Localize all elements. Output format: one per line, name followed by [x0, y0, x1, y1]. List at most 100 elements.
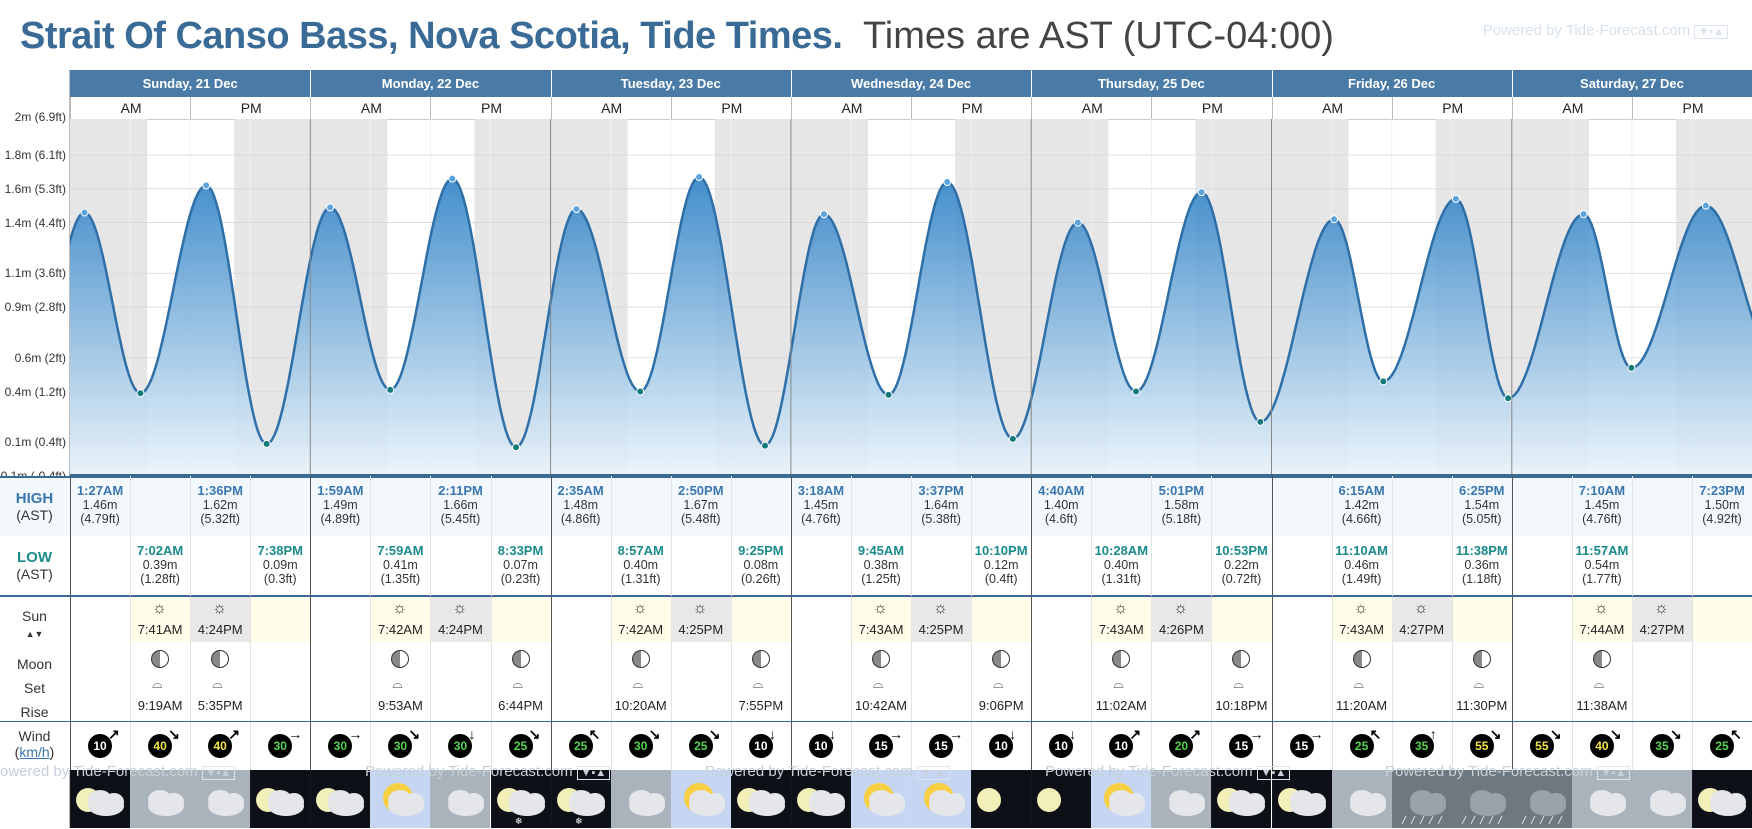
moon-rise-time: 9:19AM — [137, 698, 183, 713]
powered-by-footer-3[interactable]: Powered by Tide-Forecast.com ▼▪▲ — [705, 763, 951, 780]
moon-phase-icon — [211, 650, 230, 668]
day-divider — [1271, 722, 1273, 770]
tide-time: 2:11PM — [438, 483, 483, 498]
slot-divider — [1571, 476, 1573, 596]
wind-speed: 30 — [448, 734, 473, 758]
tide-time: 7:38PM — [257, 543, 304, 558]
tide-area — [70, 177, 1752, 476]
tide-chart-svg — [0, 119, 1752, 476]
wind-speed: 10 — [1049, 734, 1074, 758]
moon-set-time: 10:18PM — [1215, 698, 1268, 713]
high-tide-entry: 1:59AM 1.49m (4.89ft) — [310, 484, 370, 527]
low-tide-entry: 8:57AM 0.40m (1.31ft) — [611, 544, 671, 587]
updown-icon: ▲▼ — [25, 629, 44, 639]
wind-speed: 10 — [1109, 734, 1134, 758]
tide-time: 3:18AM — [797, 483, 845, 498]
wind-speed: 55 — [1529, 734, 1554, 758]
day-divider — [70, 642, 71, 722]
ampm-label: PM — [430, 97, 551, 119]
tide-height-m: 1.54m — [1464, 498, 1500, 512]
tide-time: 7:10AM — [1578, 483, 1626, 498]
tide-height-ft: (0.72ft) — [1221, 572, 1262, 586]
svg-text:❄: ❄ — [575, 816, 583, 826]
day-divider — [1031, 597, 1033, 642]
moon-rise-time: 10:42AM — [854, 698, 908, 713]
moon-label-set: Set — [23, 680, 45, 696]
slot-divider — [610, 597, 612, 642]
row-divider — [0, 721, 1752, 722]
moon-row: Moon Set Rise ⌓ 9:19AM ⌓ 5:35PM ⌓ 9:53AM ⌓ 6:44PM ⌓… — [0, 642, 1752, 722]
day-divider — [1031, 70, 1033, 97]
slot-divider — [1571, 722, 1573, 770]
moon-label-moon: Moon — [16, 656, 53, 672]
slot-divider — [1391, 597, 1393, 642]
wind-direction-icon: ↘ — [408, 726, 421, 742]
day-name: Tuesday, 23 Dec — [620, 76, 721, 91]
tide-height-m: 1.64m — [923, 498, 959, 512]
powered-by-footer-4[interactable]: Powered by Tide-Forecast.com ▼▪▲ — [1045, 763, 1291, 780]
sunset-time: 4:25PM — [678, 622, 724, 637]
slot-divider — [1091, 597, 1093, 642]
wind-direction-icon: ↗ — [1129, 726, 1142, 742]
slot-divider — [1331, 642, 1333, 722]
tide-height-m: 0.40m — [623, 558, 659, 572]
tide-height-m: 1.45m — [1584, 498, 1620, 512]
sunrise-icon: ☼ — [1353, 600, 1369, 617]
tide-times: HIGH (AST) LOW (AST) 1:27AM 1.46m (4.79ft) 1:36… — [0, 476, 1752, 597]
tide-time: 10:10PM — [974, 543, 1028, 558]
tide-height-ft: (5.38ft) — [921, 512, 961, 526]
weather-cloud-icon — [1631, 770, 1692, 828]
low-tide-point — [386, 385, 395, 394]
sunset-cell — [911, 597, 972, 642]
day-divider — [1511, 70, 1513, 97]
slot-divider — [1391, 642, 1393, 722]
sunset-time: 4:24PM — [197, 622, 243, 637]
tide-height-ft: (4.79ft) — [80, 512, 120, 526]
day-divider — [310, 476, 312, 596]
y-tick-label: 2m (6.9ft) — [14, 110, 66, 124]
powered-by-footer-2[interactable]: Powered by Tide-Forecast.com ▼▪▲ — [365, 763, 611, 780]
timezone-note: Times are AST (UTC-04:00) — [863, 15, 1334, 57]
tide-table: Sunday, 21 Dec Monday, 22 Dec Tuesday, 23 … — [0, 70, 1752, 828]
ampm-label: AM — [550, 97, 672, 119]
tide-height-m: 0.41m — [383, 558, 418, 572]
powered-by-footer-1[interactable]: Powered by Tide-Forecast.com ▼▪▲ — [0, 763, 236, 780]
moon-label-rise: Rise — [20, 704, 49, 720]
day-divider — [310, 722, 312, 770]
slot-divider — [670, 642, 672, 722]
wind-unit-link[interactable]: km/h — [19, 744, 50, 760]
tide-height-ft: (1.18ft) — [1461, 572, 1502, 586]
moon-rise-time: 11:20AM — [1336, 698, 1388, 713]
slot-divider — [1151, 476, 1153, 596]
low-tide-entry: 9:45AM 0.38m (1.25ft) — [851, 544, 911, 587]
sunset-cell — [1391, 597, 1452, 642]
wind-row: Wind (km/h) 10 ↗ 40 ↘ 40 ↗ 30 → 30 → 30 ↘ 30 ↓ 25 ↘ 25 ↖ 30 ↘… — [0, 722, 1752, 770]
sunrise-time: 7:43AM — [1098, 622, 1144, 637]
slot-divider — [430, 722, 432, 770]
low-tide-entry: 10:53PM 0.22m (0.72ft) — [1211, 544, 1271, 587]
low-tide-entry: 7:59AM 0.41m (1.35ft) — [370, 544, 430, 587]
moon-phase-icon — [872, 650, 890, 668]
high-tide-entry: 3:37PM 1.64m (5.38ft) — [911, 483, 971, 527]
day-divider — [1271, 476, 1273, 596]
high-label: HIGH (AST) — [0, 490, 69, 523]
slot-divider — [670, 597, 672, 642]
slot-divider — [911, 642, 913, 722]
powered-by[interactable]: Powered by Tide-Forecast.com ▼▪▲ — [1483, 22, 1728, 39]
tide-time: 4:40AM — [1038, 483, 1085, 498]
slot-divider — [730, 642, 732, 722]
tide-logo-icon: ▼▪▲ — [1596, 766, 1631, 780]
powered-by-footer-5[interactable]: Powered by Tide-Forecast.com ▼▪▲ — [1385, 763, 1631, 780]
wind-direction-icon: ↖ — [588, 726, 601, 742]
day-divider — [790, 722, 792, 770]
high-tide-entry: 7:23PM 1.50m (4.92ft) — [1692, 484, 1752, 527]
tide-height-ft: (4.66ft) — [1341, 512, 1382, 526]
moon-phase-icon — [1352, 650, 1371, 668]
page-title: Strait Of Canso Bass, Nova Scotia, Tide … — [20, 10, 1334, 62]
low-tide-entry: 9:25PM 0.08m (0.26ft) — [731, 544, 791, 587]
y-tick-label: 1.1m (3.6ft) — [4, 266, 66, 281]
moonset-icon: ⌓ — [752, 676, 764, 691]
slot-divider — [1091, 722, 1093, 770]
tide-time: 3:37PM — [918, 483, 964, 498]
day-divider — [550, 597, 552, 642]
